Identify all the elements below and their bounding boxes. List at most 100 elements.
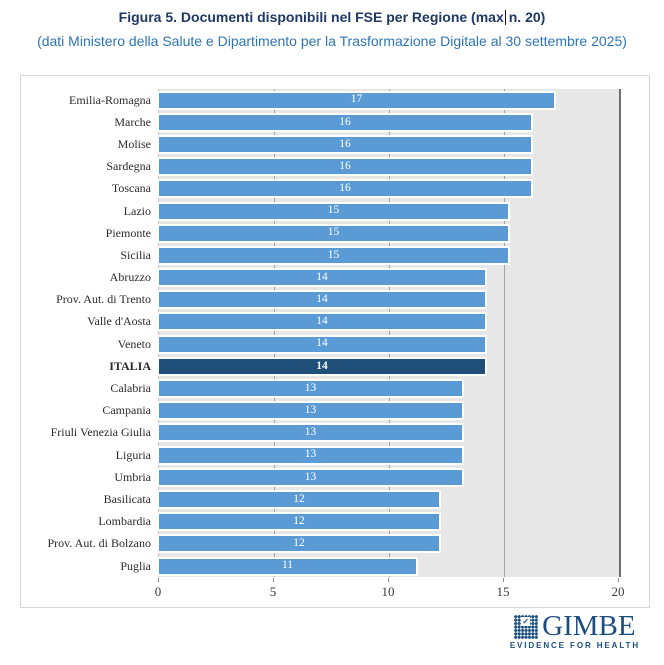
bar-row: 15 xyxy=(157,222,619,244)
bar-row: 14 xyxy=(157,311,619,333)
bar: 13 xyxy=(157,423,464,443)
bar-row: 15 xyxy=(157,200,619,222)
x-tick-mark xyxy=(272,578,274,582)
gridline xyxy=(389,89,390,577)
x-tick-mark xyxy=(387,578,389,582)
bar-value-label: 16 xyxy=(339,159,351,172)
bar-value-label: 12 xyxy=(293,514,305,527)
bar-row: 16 xyxy=(157,133,619,155)
x-tick-mark xyxy=(502,578,504,582)
x-tick-label: 10 xyxy=(381,584,395,599)
bar: 13 xyxy=(157,379,464,399)
bar-row: 13 xyxy=(157,444,619,466)
bar-row: 14 xyxy=(157,267,619,289)
category-label: Friuli Venezia Giulia xyxy=(50,425,151,440)
bar-value-label: 16 xyxy=(339,115,351,128)
x-tick-label: 0 xyxy=(154,584,162,599)
bar-value-label: 14 xyxy=(316,337,328,350)
figure-title-left: Figura 5. Documenti disponibili nel FSE … xyxy=(118,9,504,25)
bar-value-label: 13 xyxy=(304,470,317,483)
bar-value-label: 14 xyxy=(316,293,328,306)
chart-container: Emilia-Romagna Marche Molise Sardegna Toscan… xyxy=(20,75,650,608)
bar: 16 xyxy=(157,157,533,177)
bar-row: 17 xyxy=(157,89,619,111)
bar-row: 12 xyxy=(157,533,619,555)
gridline xyxy=(504,89,505,577)
bar: 16 xyxy=(157,134,533,154)
bar: 14 xyxy=(157,356,487,376)
bar-value-label: 14 xyxy=(316,315,328,328)
bar: 11 xyxy=(157,556,418,576)
bar-value-label: 13 xyxy=(304,426,317,439)
bar-value-label: 12 xyxy=(293,537,305,550)
category-label: Lazio xyxy=(123,203,151,218)
bar-row: 14 xyxy=(157,289,619,311)
bar-value-label: 15 xyxy=(327,248,340,261)
bar-value-label: 14 xyxy=(316,359,328,372)
bar-row: 12 xyxy=(157,511,619,533)
category-label: Puglia xyxy=(120,558,151,573)
bar: 15 xyxy=(157,201,510,221)
category-label: Marche xyxy=(114,114,151,129)
bar-value-label: 13 xyxy=(304,403,317,416)
bar-row: 14 xyxy=(157,355,619,377)
category-label: Basilicata xyxy=(103,491,151,506)
category-label: Prov. Aut. di Trento xyxy=(56,292,151,307)
bar-value-label: 11 xyxy=(281,559,294,572)
bar-value-label: 16 xyxy=(339,182,351,195)
bar-row: 16 xyxy=(157,111,619,133)
gridline xyxy=(274,89,275,577)
bar-row: 14 xyxy=(157,333,619,355)
category-label: Molise xyxy=(117,136,151,151)
text-cursor-artifact xyxy=(504,10,506,25)
category-label: Prov. Aut. di Bolzano xyxy=(47,536,151,551)
bar: 12 xyxy=(157,512,441,532)
figure-title: Figura 5. Documenti disponibili nel FSE … xyxy=(0,9,664,25)
figure-subtitle: (dati Ministero della Salute e Dipartime… xyxy=(37,33,627,49)
gimbe-logo: GIMBE EVIDENCE FOR HEALTH xyxy=(509,610,640,651)
gimbe-tagline: EVIDENCE FOR HEALTH xyxy=(509,641,640,650)
category-label: Campania xyxy=(102,403,151,418)
category-label: ITALIA xyxy=(109,358,151,373)
bar-row: 11 xyxy=(157,555,619,577)
category-label: Piemonte xyxy=(105,225,151,240)
bar: 16 xyxy=(157,112,533,132)
x-tick-mark xyxy=(157,578,159,582)
bar: 13 xyxy=(157,445,464,465)
bar: 17 xyxy=(157,90,556,110)
x-tick-label: 5 xyxy=(269,584,277,599)
bar-row: 12 xyxy=(157,488,619,510)
bar: 16 xyxy=(157,179,533,199)
category-label: Veneto xyxy=(117,336,151,351)
x-axis: 0 5 10 15 20 xyxy=(154,577,625,605)
category-label: Lombardia xyxy=(98,514,151,529)
bar: 13 xyxy=(157,401,464,421)
bar-row: 16 xyxy=(157,178,619,200)
plot-area: 17 16 16 16 16 15 15 15 xyxy=(157,89,621,577)
category-label: Liguria xyxy=(115,447,151,462)
bar: 14 xyxy=(157,312,487,332)
gimbe-logo-text: GIMBE xyxy=(542,610,636,642)
bar: 15 xyxy=(157,223,510,243)
bar-row: 13 xyxy=(157,422,619,444)
category-label: Sardegna xyxy=(106,159,151,174)
bar-row: 13 xyxy=(157,466,619,488)
gimbe-mosaic-icon xyxy=(514,615,539,639)
bar-row: 15 xyxy=(157,244,619,266)
bar-row: 13 xyxy=(157,400,619,422)
bar-value-label: 15 xyxy=(327,204,340,217)
bar-value-label: 15 xyxy=(327,226,340,239)
category-label: Calabria xyxy=(110,381,151,396)
bar: 14 xyxy=(157,334,487,354)
category-label: Umbria xyxy=(114,469,151,484)
bar-value-label: 17 xyxy=(350,93,363,106)
bar-value-label: 14 xyxy=(316,270,328,283)
bar: 15 xyxy=(157,245,510,265)
bar: 14 xyxy=(157,268,487,288)
bar-value-label: 13 xyxy=(304,381,317,394)
x-tick-label: 15 xyxy=(496,584,510,599)
x-tick-label: 20 xyxy=(611,584,625,599)
bar-value-label: 16 xyxy=(339,137,351,150)
category-label: Emilia-Romagna xyxy=(69,92,151,107)
bar: 13 xyxy=(157,467,464,487)
